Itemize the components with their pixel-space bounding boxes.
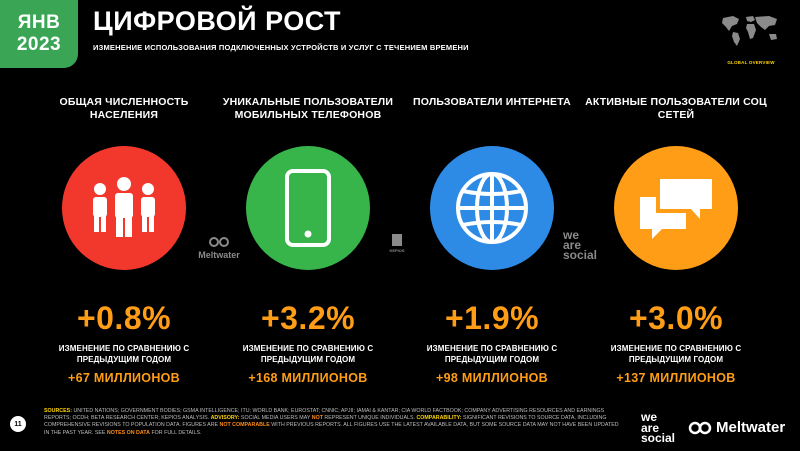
kepios-watermark-text: KEPIOS [389, 248, 405, 253]
we-are-social-watermark: we are social [563, 228, 598, 262]
stat-label: ОБЩАЯ ЧИСЛЕННОСТЬ НАСЕЛЕНИЯ [59, 96, 189, 121]
meltwater-logo-icon [688, 421, 712, 434]
logo-line-are: are [641, 420, 660, 435]
stat-value: +3.2% [260, 300, 356, 336]
global-overview-label: GLOBAL OVERVIEW [727, 60, 775, 65]
global-overview-badge: GLOBAL OVERVIEW [710, 12, 792, 67]
stat-column-mobile: УНИКАЛЬНЫЕ ПОЛЬЗОВАТЕЛИ МОБИЛЬНЫХ ТЕЛЕФО… [216, 96, 400, 385]
date-month: ЯНВ [17, 12, 61, 33]
people-icon [93, 177, 155, 237]
stat-circle [62, 146, 186, 270]
mobile-phone-icon [285, 169, 331, 247]
stat-column-internet: ПОЛЬЗОВАТЕЛИ ИНТЕРНЕТА +1.9% ИЗМЕНЕНИЕ П… [400, 96, 584, 385]
watermark-line-are: are [563, 238, 582, 252]
advisory-not: NOT [311, 415, 323, 422]
stat-circle [430, 146, 554, 270]
notes-tail: FOR FULL DETAILS. [149, 429, 202, 436]
footer: 11 SOURCES: UNITED NATIONS; GOVERNMENT B… [0, 404, 800, 451]
stat-label: ПОЛЬЗОВАТЕЛИ ИНТЕРНЕТА [413, 96, 571, 108]
logo-line-social: social [641, 431, 676, 445]
stat-circle [246, 146, 370, 270]
comparability-text-2: WITH PREVIOUS REPORTS. ALL FIGURES USE T… [44, 422, 619, 436]
kepios-logo-icon [392, 234, 402, 246]
stat-label: УНИКАЛЬНЫЕ ПОЛЬЗОВАТЕЛИ МОБИЛЬНЫХ ТЕЛЕФО… [222, 96, 394, 121]
stat-value: +3.0% [628, 300, 724, 336]
page-number: 11 [10, 416, 26, 432]
stat-value: +0.8% [76, 300, 172, 336]
date-year: 2023 [16, 34, 62, 55]
comparability-text: SIGNIFICANT REVISIONS TO SOURCE DATA, IN… [44, 415, 607, 429]
kepios-watermark: KEPIOS [389, 233, 405, 253]
sources-label: SOURCES: [44, 408, 72, 414]
stat-delta: +168 МИЛЛИОНОВ [248, 371, 368, 385]
sources-note: SOURCES: UNITED NATIONS; GOVERNMENT BODI… [44, 408, 624, 437]
stat-value: +1.9% [444, 300, 540, 336]
stat-delta: +98 МИЛЛИОНОВ [436, 371, 548, 385]
globe-icon [456, 172, 528, 244]
advisory-text-2: REPRESENT UNIQUE INDIVIDUALS. [322, 415, 417, 422]
meltwater-logo: Meltwater [688, 419, 785, 436]
stat-column-population: ОБЩАЯ ЧИСЛЕННОСТЬ НАСЕЛЕНИЯ +0.8% ИЗМЕНЕ… [32, 96, 216, 385]
page-title: ЦИФРОВОЙ РОСТ [93, 6, 342, 36]
chat-bubbles-icon [640, 179, 712, 239]
comparability-label: COMPARABILITY: [416, 415, 462, 422]
stat-label: АКТИВНЫЕ ПОЛЬЗОВАТЕЛИ СОЦ СЕТЕЙ [585, 96, 767, 121]
page-subtitle: ИЗМЕНЕНИЕ ИСПОЛЬЗОВАНИЯ ПОДКЛЮЧЕННЫХ УСТ… [93, 43, 469, 52]
not-comparable: NOT COMPARABLE [219, 422, 270, 429]
logo-line-we: we [641, 410, 658, 424]
advisory-label: ADVISORY: [210, 415, 240, 422]
meltwater-logo-icon [209, 237, 229, 247]
meltwater-logo-text: Meltwater [716, 419, 786, 436]
sources-text: UNITED NATIONS; GOVERNMENT BODIES; GSMA … [44, 408, 605, 422]
stat-delta: +67 МИЛЛИОНОВ [68, 371, 180, 385]
notes-on-data-link[interactable]: NOTES ON DATA [106, 429, 150, 436]
watermark-line-we: we [563, 228, 580, 242]
stat-delta: +137 МИЛЛИОНОВ [616, 371, 736, 385]
watermark-line-social: social [563, 248, 598, 262]
stat-caption: ИЗМЕНЕНИЕ ПО СРАВНЕНИЮ С ПРЕДЫДУЩИМ ГОДО… [426, 344, 558, 364]
stat-caption: ИЗМЕНЕНИЕ ПО СРАВНЕНИЮ С ПРЕДЫДУЩИМ ГОДО… [58, 344, 190, 364]
meltwater-watermark-text: Meltwater [198, 250, 240, 260]
we-are-social-logo: we are social [641, 410, 676, 445]
advisory-text: SOCIAL MEDIA USERS MAY [239, 415, 312, 422]
meltwater-watermark: Meltwater [194, 236, 244, 260]
stat-circle [614, 146, 738, 270]
stat-column-social: АКТИВНЫЕ ПОЛЬЗОВАТЕЛИ СОЦ СЕТЕЙ +3.0% ИЗ… [584, 96, 768, 385]
stat-caption: ИЗМЕНЕНИЕ ПО СРАВНЕНИЮ С ПРЕДЫДУЩИМ ГОДО… [610, 344, 742, 364]
date-badge: ЯНВ 2023 [0, 0, 78, 68]
world-map-icon [722, 16, 777, 46]
stat-caption: ИЗМЕНЕНИЕ ПО СРАВНЕНИЮ С ПРЕДЫДУЩИМ ГОДО… [242, 344, 374, 364]
